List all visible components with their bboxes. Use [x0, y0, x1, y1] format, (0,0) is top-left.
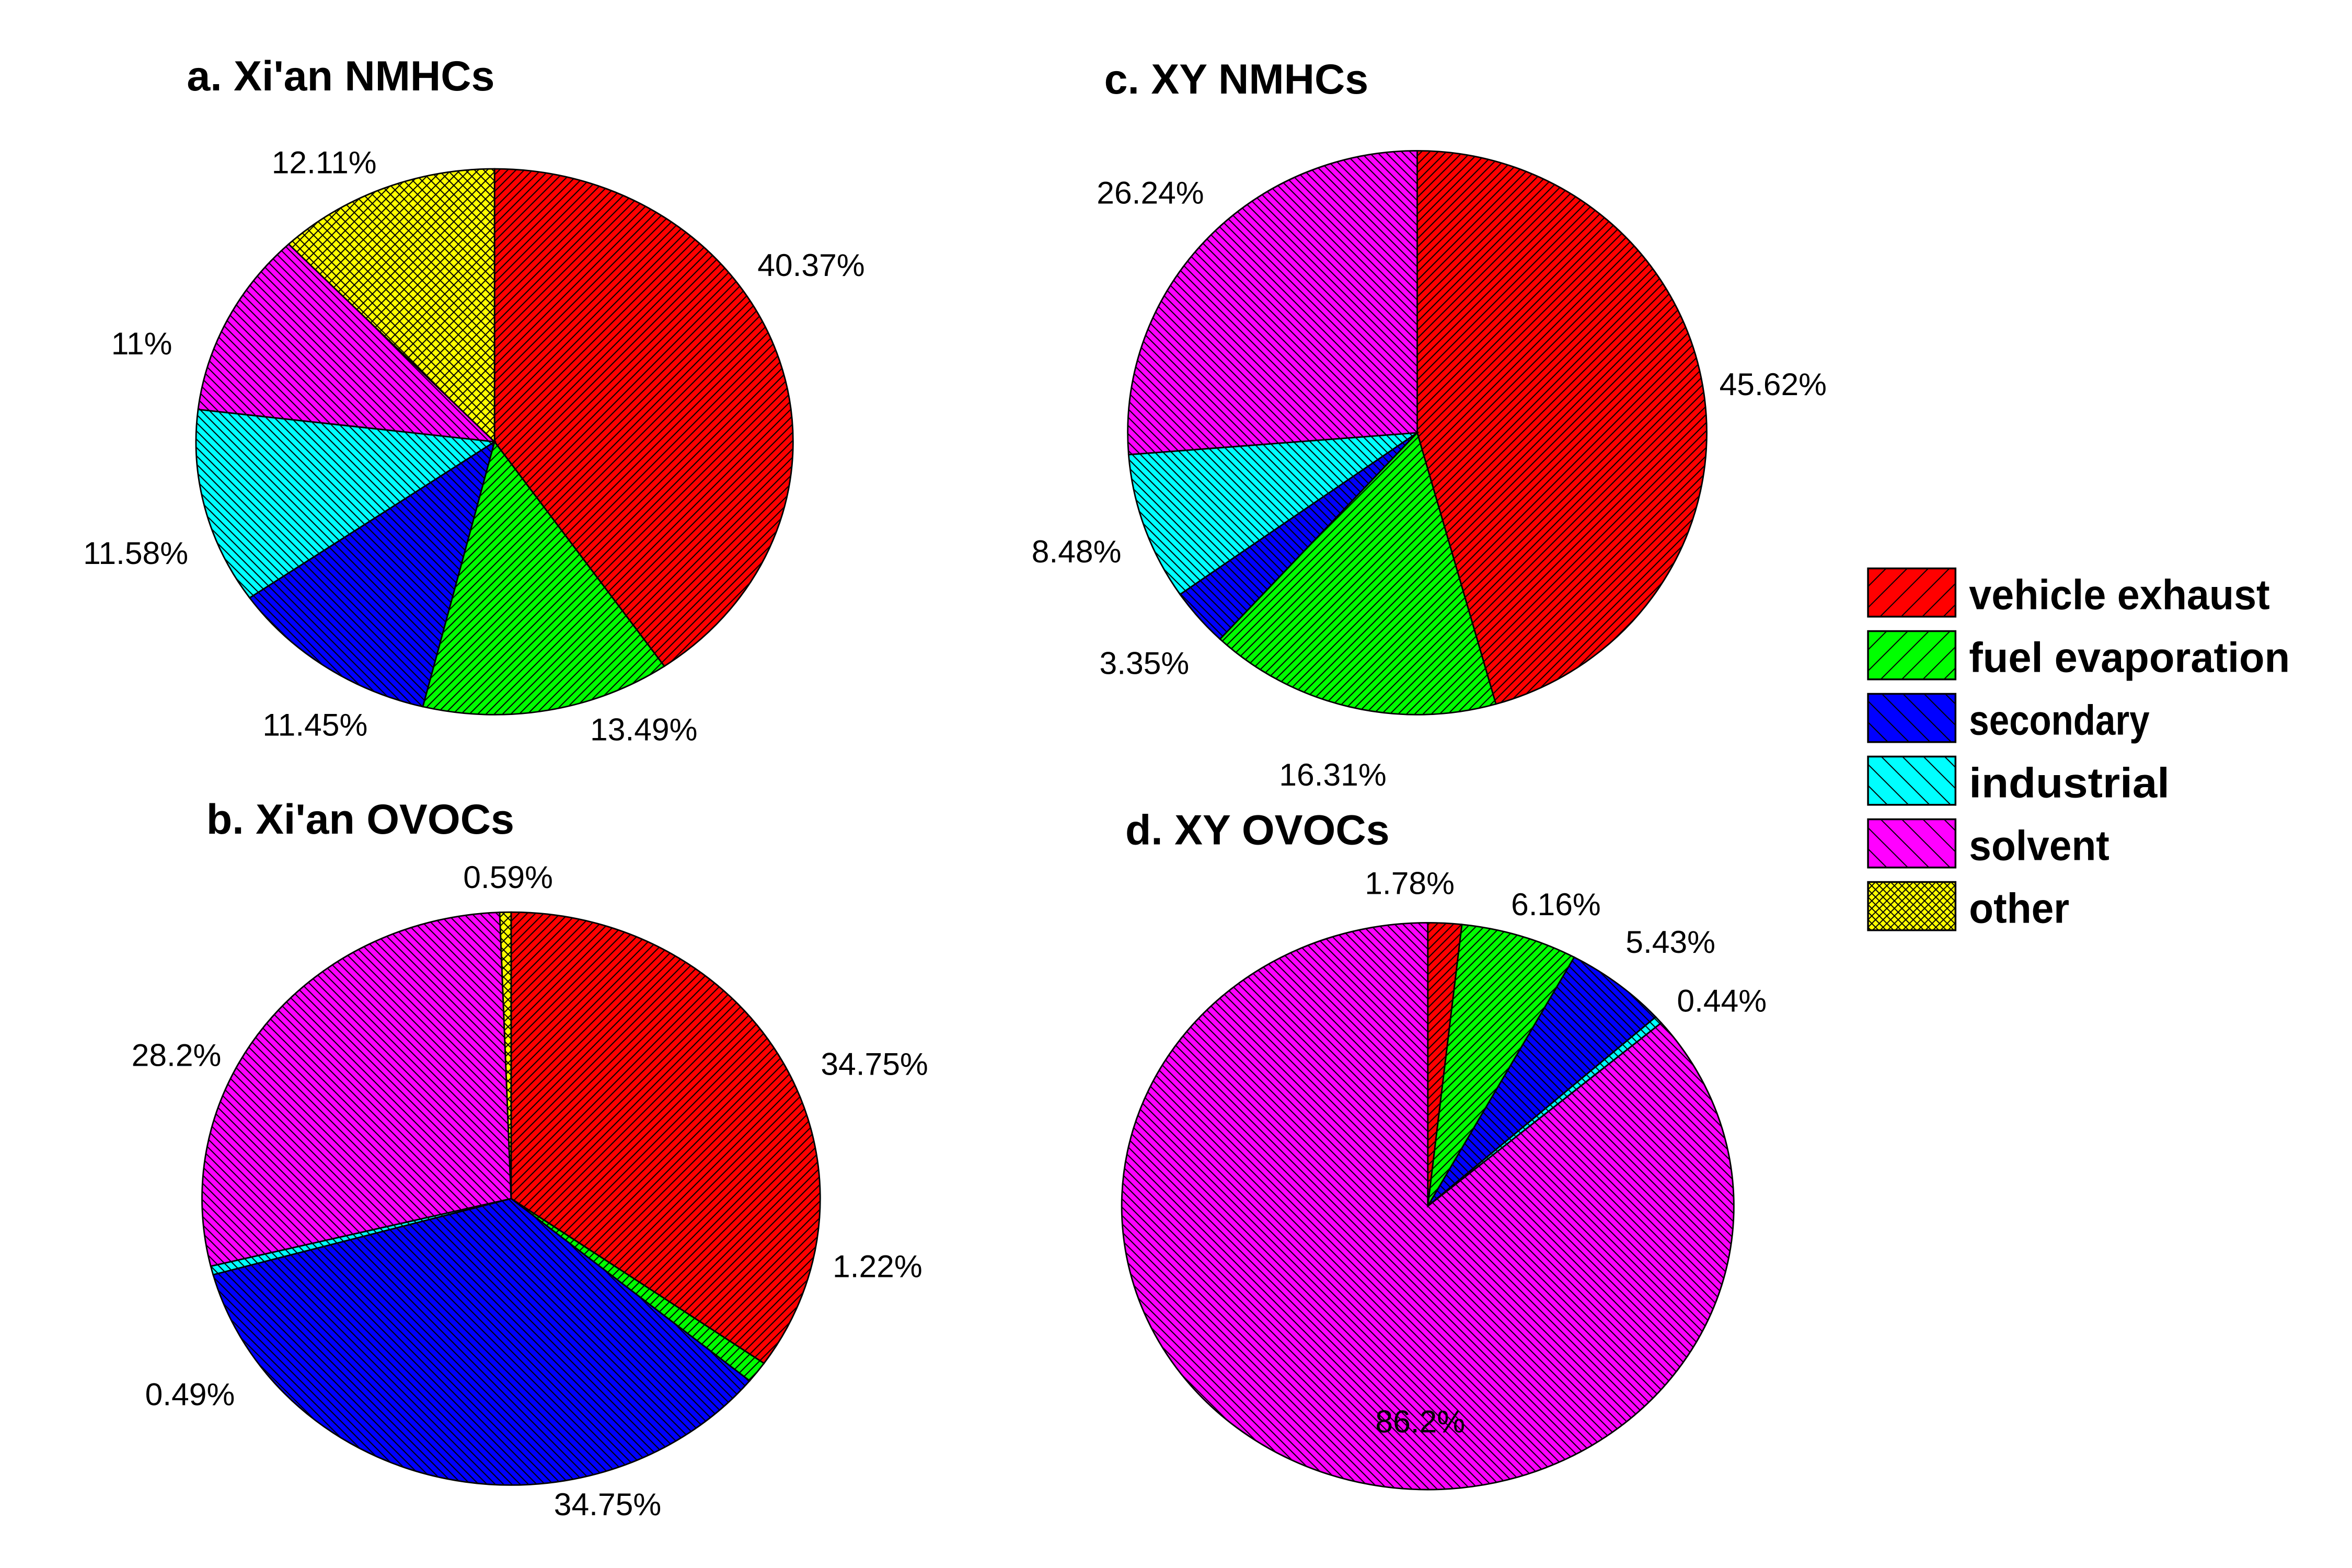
pie-slice-solvent: [197, 243, 497, 443]
pie-slice-solvent: [201, 912, 512, 1267]
legend-label: industrial: [1969, 759, 2170, 806]
pie-chart-a: a. Xi'an NMHCs 40.37% 13.49% 11.45% 11.58% 11…: [83, 53, 864, 747]
data-label: 0.49%: [145, 1376, 235, 1412]
pie-slice-solvent: [1121, 921, 1735, 1491]
pie-slice-solvent: [1127, 150, 1418, 456]
legend-label: vehicle exhaust: [1969, 571, 2269, 618]
data-label: 16.31%: [1279, 757, 1386, 792]
pie-slice-vehicle-exhaust: [510, 911, 821, 1365]
data-label: 11.45%: [262, 707, 367, 743]
legend-swatch: [1867, 567, 1957, 618]
data-label: 12.11%: [272, 145, 377, 180]
pie-slice-vehicle-exhaust: [493, 168, 794, 667]
pie-chart-b: b. Xi'an OVOCs 34.75% 1.22% 34.75% 0.49% 28.2…: [132, 796, 928, 1522]
legend-label: secondary: [1969, 697, 2149, 744]
legend-swatch: [1867, 881, 1957, 931]
data-label: 6.16%: [1511, 886, 1601, 922]
pie-chart-c: c. XY NMHCs 45.62% 16.31% 3.35% 8.48% 26.24%: [1032, 56, 1827, 792]
data-label: 28.2%: [132, 1037, 222, 1073]
data-label: 0.44%: [1677, 983, 1767, 1019]
chart-title: d. XY OVOCs: [1125, 806, 1390, 854]
pie-slice-secondary: [212, 1197, 751, 1486]
pie-slice-other: [499, 911, 512, 1199]
legend-label: solvent: [1969, 822, 2109, 869]
data-label: 26.24%: [1097, 175, 1204, 210]
chart-title: c. XY NMHCs: [1104, 56, 1369, 103]
data-label: 0.59%: [463, 859, 553, 895]
data-label: 34.75%: [554, 1486, 661, 1522]
legend-item: fuel evaporation: [1867, 630, 2290, 681]
data-label: 40.37%: [757, 247, 864, 283]
pie-slice-fuel-evaporation: [1427, 924, 1575, 1207]
data-label: 8.48%: [1032, 534, 1122, 569]
legend-swatch: [1867, 630, 1957, 681]
data-label: 34.75%: [821, 1046, 928, 1082]
legend-item: secondary: [1867, 693, 2150, 744]
pie-slice-fuel-evaporation: [422, 440, 666, 716]
legend-swatch: [1867, 818, 1957, 869]
legend-label: other: [1969, 885, 2069, 932]
data-label: 1.78%: [1365, 866, 1455, 901]
pie-slice-other: [287, 168, 495, 444]
legend-item: industrial: [1867, 755, 2170, 806]
data-label: 1.22%: [833, 1248, 923, 1284]
data-label: 86.2%: [1375, 1403, 1465, 1439]
pie-chart-d: d. XY OVOCs 1.78% 6.16% 5.43% 0.44% 86.2%: [1121, 806, 1767, 1491]
pie-slice-fuel-evaporation: [1219, 431, 1497, 716]
data-label: 11.58%: [83, 535, 188, 571]
data-label: 45.62%: [1720, 366, 1827, 402]
legend-item: other: [1867, 881, 2069, 932]
legend-swatch: [1867, 693, 1957, 743]
data-label: 5.43%: [1625, 924, 1715, 960]
legend-item: vehicle exhaust: [1867, 567, 2270, 618]
data-label: 11%: [111, 326, 172, 361]
pie-slice-vehicle-exhaust: [1416, 150, 1708, 705]
pie-slice-industrial: [1127, 432, 1420, 596]
legend-swatch: [1867, 755, 1957, 806]
chart-title: b. Xi'an OVOCs: [206, 796, 514, 843]
pie-slice-secondary: [248, 440, 496, 708]
legend-item: solvent: [1867, 818, 2109, 869]
legend: vehicle exhaust fuel evaporation secondary…: [1867, 567, 2290, 932]
legend-label: fuel evaporation: [1969, 634, 2290, 681]
pie-slice-industrial: [195, 408, 497, 599]
data-label: 13.49%: [590, 711, 697, 747]
pie-slice-secondary: [1427, 956, 1657, 1207]
data-label: 3.35%: [1100, 645, 1190, 681]
chart-title: a. Xi'an NMHCs: [187, 53, 494, 100]
